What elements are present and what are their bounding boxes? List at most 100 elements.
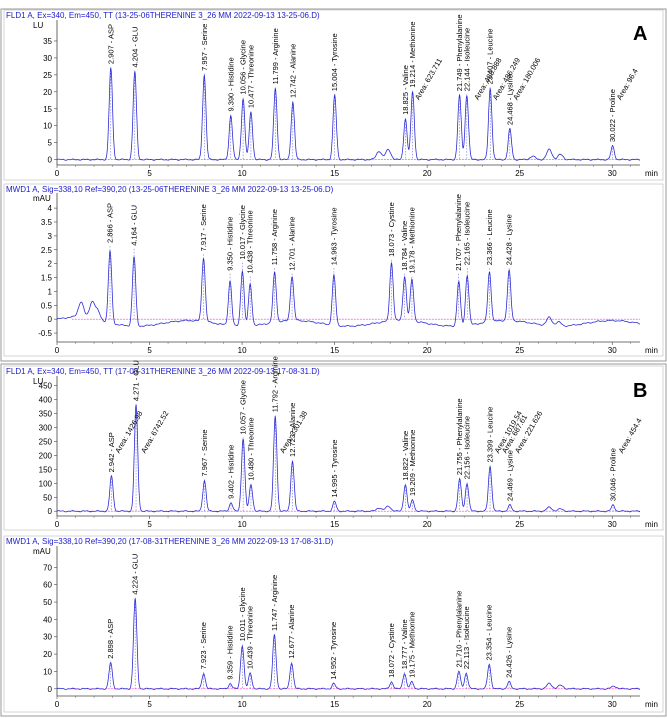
x-tick-label: 5 <box>147 700 152 709</box>
peak-label: 19.178 - Methionine <box>407 207 416 273</box>
y-tick-label: 60 <box>43 581 52 590</box>
y-axis-label: LU <box>33 377 43 386</box>
peak-label: 18.784 - Valine <box>400 221 409 271</box>
signal-trace <box>56 404 640 513</box>
peak-label: 24.469 - Lysine <box>505 450 514 501</box>
y-tick-label: 0 <box>48 156 53 165</box>
x-tick-label: 10 <box>238 169 247 178</box>
x-tick-label: 15 <box>330 700 339 709</box>
x-tick-label: 5 <box>147 520 152 529</box>
y-tick-label: 3 <box>48 232 53 241</box>
y-tick-label: 0 <box>48 315 53 324</box>
x-tick-label: 30 <box>608 346 617 355</box>
peak-label: 7.957 - Serine <box>200 24 209 71</box>
y-tick-label: 50 <box>43 493 52 502</box>
y-tick-label: 250 <box>39 437 53 446</box>
x-tick-label: 25 <box>515 520 524 529</box>
y-tick-label: 50 <box>43 598 52 607</box>
chromatogram-4: MWD1 A, Sig=338,10 Ref=390,20 (17-08-31T… <box>3 535 664 713</box>
peak-label: 22.144 - Isoleucine <box>462 28 471 91</box>
x-tick-label: 0 <box>55 346 60 355</box>
peak-label: 10.056 - Glycine <box>239 40 248 95</box>
x-tick-label: 10 <box>238 520 247 529</box>
peak-label: 24.426 - Lysine <box>505 627 514 678</box>
y-tick-label: 70 <box>43 563 52 572</box>
y-tick-label: 0 <box>48 507 53 516</box>
peak-label: 23.354 - Leucine <box>485 605 494 661</box>
x-tick-label: 0 <box>55 700 60 709</box>
peak-label: 10.017 - Glycine <box>238 205 247 260</box>
peak-label: 9.350 - Histidine <box>226 217 235 271</box>
chart-frame <box>3 535 664 713</box>
peak-label: 7.923 - Serine <box>199 622 208 669</box>
peak-label: 9.402 - Histidine <box>227 445 236 499</box>
x-tick-label: 30 <box>608 700 617 709</box>
y-tick-label: 30 <box>43 54 52 63</box>
x-tick-label: 20 <box>423 169 432 178</box>
panel-label-a: A <box>633 23 647 45</box>
x-tick-label: 20 <box>423 520 432 529</box>
peak-label: 2.898 - ASP <box>106 619 115 659</box>
x-tick-label: 25 <box>515 700 524 709</box>
peak-label: 2.907 - ASP <box>106 24 115 64</box>
panel-a-frame <box>0 8 667 362</box>
peak-label: 10.011 - Glycine <box>238 587 247 641</box>
peak-label: 22.156 - Isoleucine <box>463 416 472 479</box>
peak-label: 15.004 - Tyrosine <box>330 33 339 91</box>
y-tick-label: 100 <box>39 479 53 488</box>
peak-label: 23.399 - Leucine <box>486 407 495 463</box>
peak-label: 19.175 - Methionine <box>407 612 416 678</box>
peak-label: 21.710 - Phenylalanine <box>454 591 463 668</box>
peak-label: 4.224 - GLU <box>131 554 140 595</box>
x-axis-label: min <box>645 169 658 178</box>
x-tick-label: 25 <box>515 169 524 178</box>
peak-label: 23.407 - Leucine <box>486 29 495 85</box>
signal-trace <box>56 249 641 328</box>
peak-label: 19.214 - Methionine <box>408 22 417 88</box>
peak-label: 18.822 - Valine <box>401 431 410 481</box>
y-tick-label: 400 <box>39 396 53 405</box>
x-tick-label: 15 <box>330 169 339 178</box>
peak-label: 4.164 - GLU <box>130 205 139 246</box>
y-tick-label: 35 <box>43 37 52 46</box>
y-tick-label: 4 <box>48 204 53 213</box>
x-axis-label: min <box>645 520 658 529</box>
peak-label: 14.995 - Tyrosine <box>330 440 339 498</box>
panel-b-frame <box>0 363 667 717</box>
peak-label: 11.758 - Arginine <box>270 209 279 265</box>
chromatogram-3: FLD1 A, Ex=340, Em=450, TT (17-08-31THER… <box>3 356 664 531</box>
y-tick-label: 300 <box>39 423 53 432</box>
x-tick-label: 20 <box>423 346 432 355</box>
peak-label: 18.825 - Valine <box>401 65 410 115</box>
x-tick-label: 20 <box>423 700 432 709</box>
peak-label: 14.952 - Tyrosine <box>329 622 338 680</box>
peak-label: 2.866 - ASP <box>106 203 115 243</box>
chromatogram-1: FLD1 A, Ex=340, Em=450, TT (13-25-06THER… <box>3 9 664 181</box>
y-tick-label: -0.5 <box>38 329 52 338</box>
y-tick-label: 0.5 <box>41 301 53 310</box>
peak-label: 21.707 - Phenylalanine <box>454 194 463 271</box>
x-tick-label: 30 <box>608 169 617 178</box>
peak-label: 11.747 - Arginine <box>270 575 279 631</box>
peak-label: 18.072 - Cystine <box>387 623 396 678</box>
y-tick-label: 15 <box>43 105 52 114</box>
peak-label: 30.046 - Proline <box>609 448 618 501</box>
panel-label-b: B <box>633 380 647 402</box>
peak-label: 18.073 - Cystine <box>387 202 396 257</box>
x-tick-label: 10 <box>238 700 247 709</box>
peak-label: 2.942 - ASP <box>107 432 116 472</box>
chart-frame <box>3 9 664 181</box>
peak-label: 23.366 - Leucine <box>485 209 494 265</box>
y-tick-label: 2.5 <box>41 246 53 255</box>
peak-label: 12.677 - Alanine <box>287 605 296 659</box>
y-tick-label: 3.5 <box>41 218 53 227</box>
peak-label: 4.204 - GLU <box>130 27 139 68</box>
y-tick-label: 5 <box>48 139 53 148</box>
y-axis-label: mAU <box>33 194 51 203</box>
x-tick-label: 25 <box>515 346 524 355</box>
peak-label: 24.468 - Lysine <box>505 74 514 125</box>
y-tick-label: 20 <box>43 650 52 659</box>
y-tick-label: 150 <box>39 465 53 474</box>
